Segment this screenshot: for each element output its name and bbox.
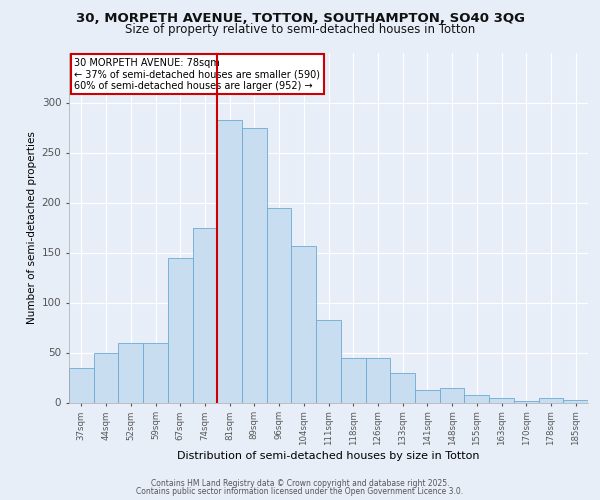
Bar	[292, 246, 316, 402]
X-axis label: Distribution of semi-detached houses by size in Totton: Distribution of semi-detached houses by …	[177, 450, 480, 460]
Bar	[143, 342, 168, 402]
Bar	[464, 394, 489, 402]
Bar	[316, 320, 341, 402]
Bar	[415, 390, 440, 402]
Bar	[440, 388, 464, 402]
Bar	[563, 400, 588, 402]
Bar	[118, 342, 143, 402]
Text: Size of property relative to semi-detached houses in Totton: Size of property relative to semi-detach…	[125, 24, 475, 36]
Bar	[489, 398, 514, 402]
Bar	[539, 398, 563, 402]
Text: Contains public sector information licensed under the Open Government Licence 3.: Contains public sector information licen…	[136, 487, 464, 496]
Y-axis label: Number of semi-detached properties: Number of semi-detached properties	[28, 131, 37, 324]
Bar	[242, 128, 267, 402]
Bar	[217, 120, 242, 403]
Bar	[514, 400, 539, 402]
Bar	[341, 358, 365, 403]
Bar	[193, 228, 217, 402]
Bar	[365, 358, 390, 403]
Bar	[168, 258, 193, 402]
Bar	[94, 352, 118, 403]
Bar	[69, 368, 94, 402]
Text: 30, MORPETH AVENUE, TOTTON, SOUTHAMPTON, SO40 3QG: 30, MORPETH AVENUE, TOTTON, SOUTHAMPTON,…	[76, 12, 524, 26]
Text: 30 MORPETH AVENUE: 78sqm
← 37% of semi-detached houses are smaller (590)
60% of : 30 MORPETH AVENUE: 78sqm ← 37% of semi-d…	[74, 58, 320, 91]
Text: Contains HM Land Registry data © Crown copyright and database right 2025.: Contains HM Land Registry data © Crown c…	[151, 478, 449, 488]
Bar	[390, 372, 415, 402]
Bar	[267, 208, 292, 402]
